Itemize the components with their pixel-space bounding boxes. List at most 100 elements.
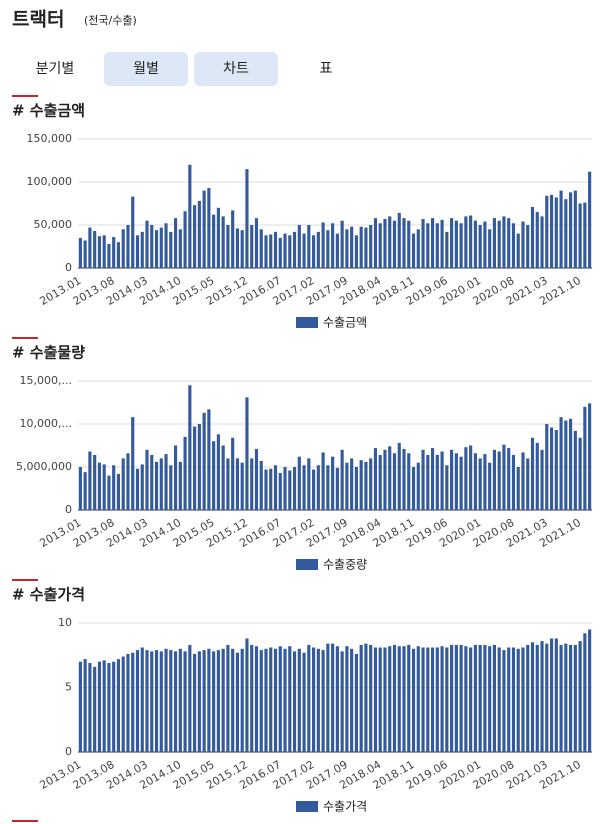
bar bbox=[545, 195, 549, 268]
bar bbox=[335, 467, 339, 510]
tab-bg[interactable] bbox=[194, 52, 278, 86]
bar bbox=[302, 652, 306, 752]
legend-label: 수출금액 bbox=[323, 316, 367, 330]
bar bbox=[97, 236, 101, 268]
legend-label: 수출가격 bbox=[323, 800, 367, 814]
bar bbox=[288, 646, 292, 752]
bar bbox=[345, 229, 349, 268]
bar bbox=[507, 647, 511, 752]
bar bbox=[93, 454, 97, 510]
bar bbox=[445, 231, 449, 268]
bar bbox=[154, 461, 159, 510]
bar bbox=[245, 638, 249, 752]
bar bbox=[126, 653, 130, 752]
bar bbox=[492, 449, 497, 510]
y-tick-label: 5,000,000 bbox=[16, 460, 72, 473]
bar bbox=[340, 449, 344, 510]
bar bbox=[478, 458, 482, 510]
bar bbox=[221, 216, 225, 268]
bar bbox=[159, 651, 163, 752]
bar bbox=[312, 647, 316, 752]
bar bbox=[197, 200, 201, 268]
bar bbox=[554, 197, 558, 268]
bar bbox=[316, 465, 320, 510]
bar bbox=[216, 207, 220, 268]
bar bbox=[202, 650, 206, 752]
bar bbox=[430, 218, 435, 268]
bar bbox=[488, 646, 492, 752]
legend-swatch bbox=[296, 559, 318, 570]
section-rule bbox=[12, 95, 38, 97]
tab[interactable]: 월별 bbox=[133, 61, 159, 77]
bar bbox=[112, 237, 116, 268]
bar bbox=[188, 644, 192, 752]
bar bbox=[497, 451, 501, 510]
bar bbox=[373, 448, 378, 510]
bar bbox=[240, 462, 244, 510]
bar bbox=[421, 449, 425, 510]
bar bbox=[378, 647, 382, 752]
bar bbox=[278, 237, 282, 268]
tab-bg[interactable] bbox=[104, 52, 188, 86]
bar bbox=[373, 647, 378, 752]
bar bbox=[469, 215, 473, 268]
bar bbox=[154, 230, 159, 268]
bar bbox=[421, 218, 425, 268]
bar bbox=[216, 434, 220, 510]
bar bbox=[530, 206, 535, 268]
legend-swatch bbox=[296, 801, 318, 812]
bar bbox=[426, 454, 430, 510]
bar bbox=[350, 226, 354, 268]
chart-title: # 수출물량 bbox=[12, 344, 85, 362]
bar bbox=[473, 220, 477, 268]
bar bbox=[126, 453, 130, 510]
tab[interactable]: 차트 bbox=[223, 61, 249, 77]
bar bbox=[392, 220, 397, 268]
bar bbox=[535, 644, 539, 752]
bar bbox=[397, 646, 401, 752]
bar bbox=[326, 643, 330, 752]
bar bbox=[578, 437, 582, 510]
bar bbox=[378, 223, 382, 268]
bar bbox=[511, 223, 516, 268]
bar bbox=[235, 458, 240, 510]
bar bbox=[364, 461, 368, 510]
bar bbox=[254, 218, 259, 268]
bar bbox=[564, 420, 568, 510]
bar bbox=[207, 648, 211, 752]
bar bbox=[383, 647, 387, 752]
bar bbox=[521, 647, 525, 752]
bar bbox=[112, 465, 116, 510]
bar bbox=[340, 651, 344, 752]
bar bbox=[188, 385, 192, 510]
tab[interactable]: 표 bbox=[320, 61, 333, 77]
bar bbox=[140, 231, 144, 268]
bar bbox=[416, 646, 420, 752]
bar bbox=[288, 470, 292, 510]
bar bbox=[435, 647, 439, 752]
bar bbox=[573, 430, 577, 510]
bar bbox=[507, 218, 511, 268]
bar bbox=[488, 229, 492, 268]
bar bbox=[135, 650, 140, 752]
bar bbox=[497, 647, 501, 752]
bar bbox=[140, 647, 144, 752]
bar bbox=[254, 646, 259, 752]
tab[interactable]: 분기별 bbox=[36, 61, 75, 77]
bar bbox=[388, 646, 392, 752]
bar bbox=[102, 235, 106, 268]
bar bbox=[302, 233, 306, 268]
y-tick-label: 10 bbox=[58, 616, 72, 629]
bar bbox=[507, 448, 511, 510]
bar bbox=[511, 647, 516, 752]
bar bbox=[407, 644, 411, 752]
bar bbox=[521, 452, 525, 510]
section-rule bbox=[12, 820, 38, 822]
bar bbox=[588, 403, 592, 510]
bar bbox=[297, 648, 301, 752]
bar bbox=[269, 468, 273, 510]
bar bbox=[583, 633, 587, 752]
bar bbox=[212, 651, 216, 752]
bar bbox=[554, 430, 558, 510]
bar bbox=[483, 454, 487, 510]
